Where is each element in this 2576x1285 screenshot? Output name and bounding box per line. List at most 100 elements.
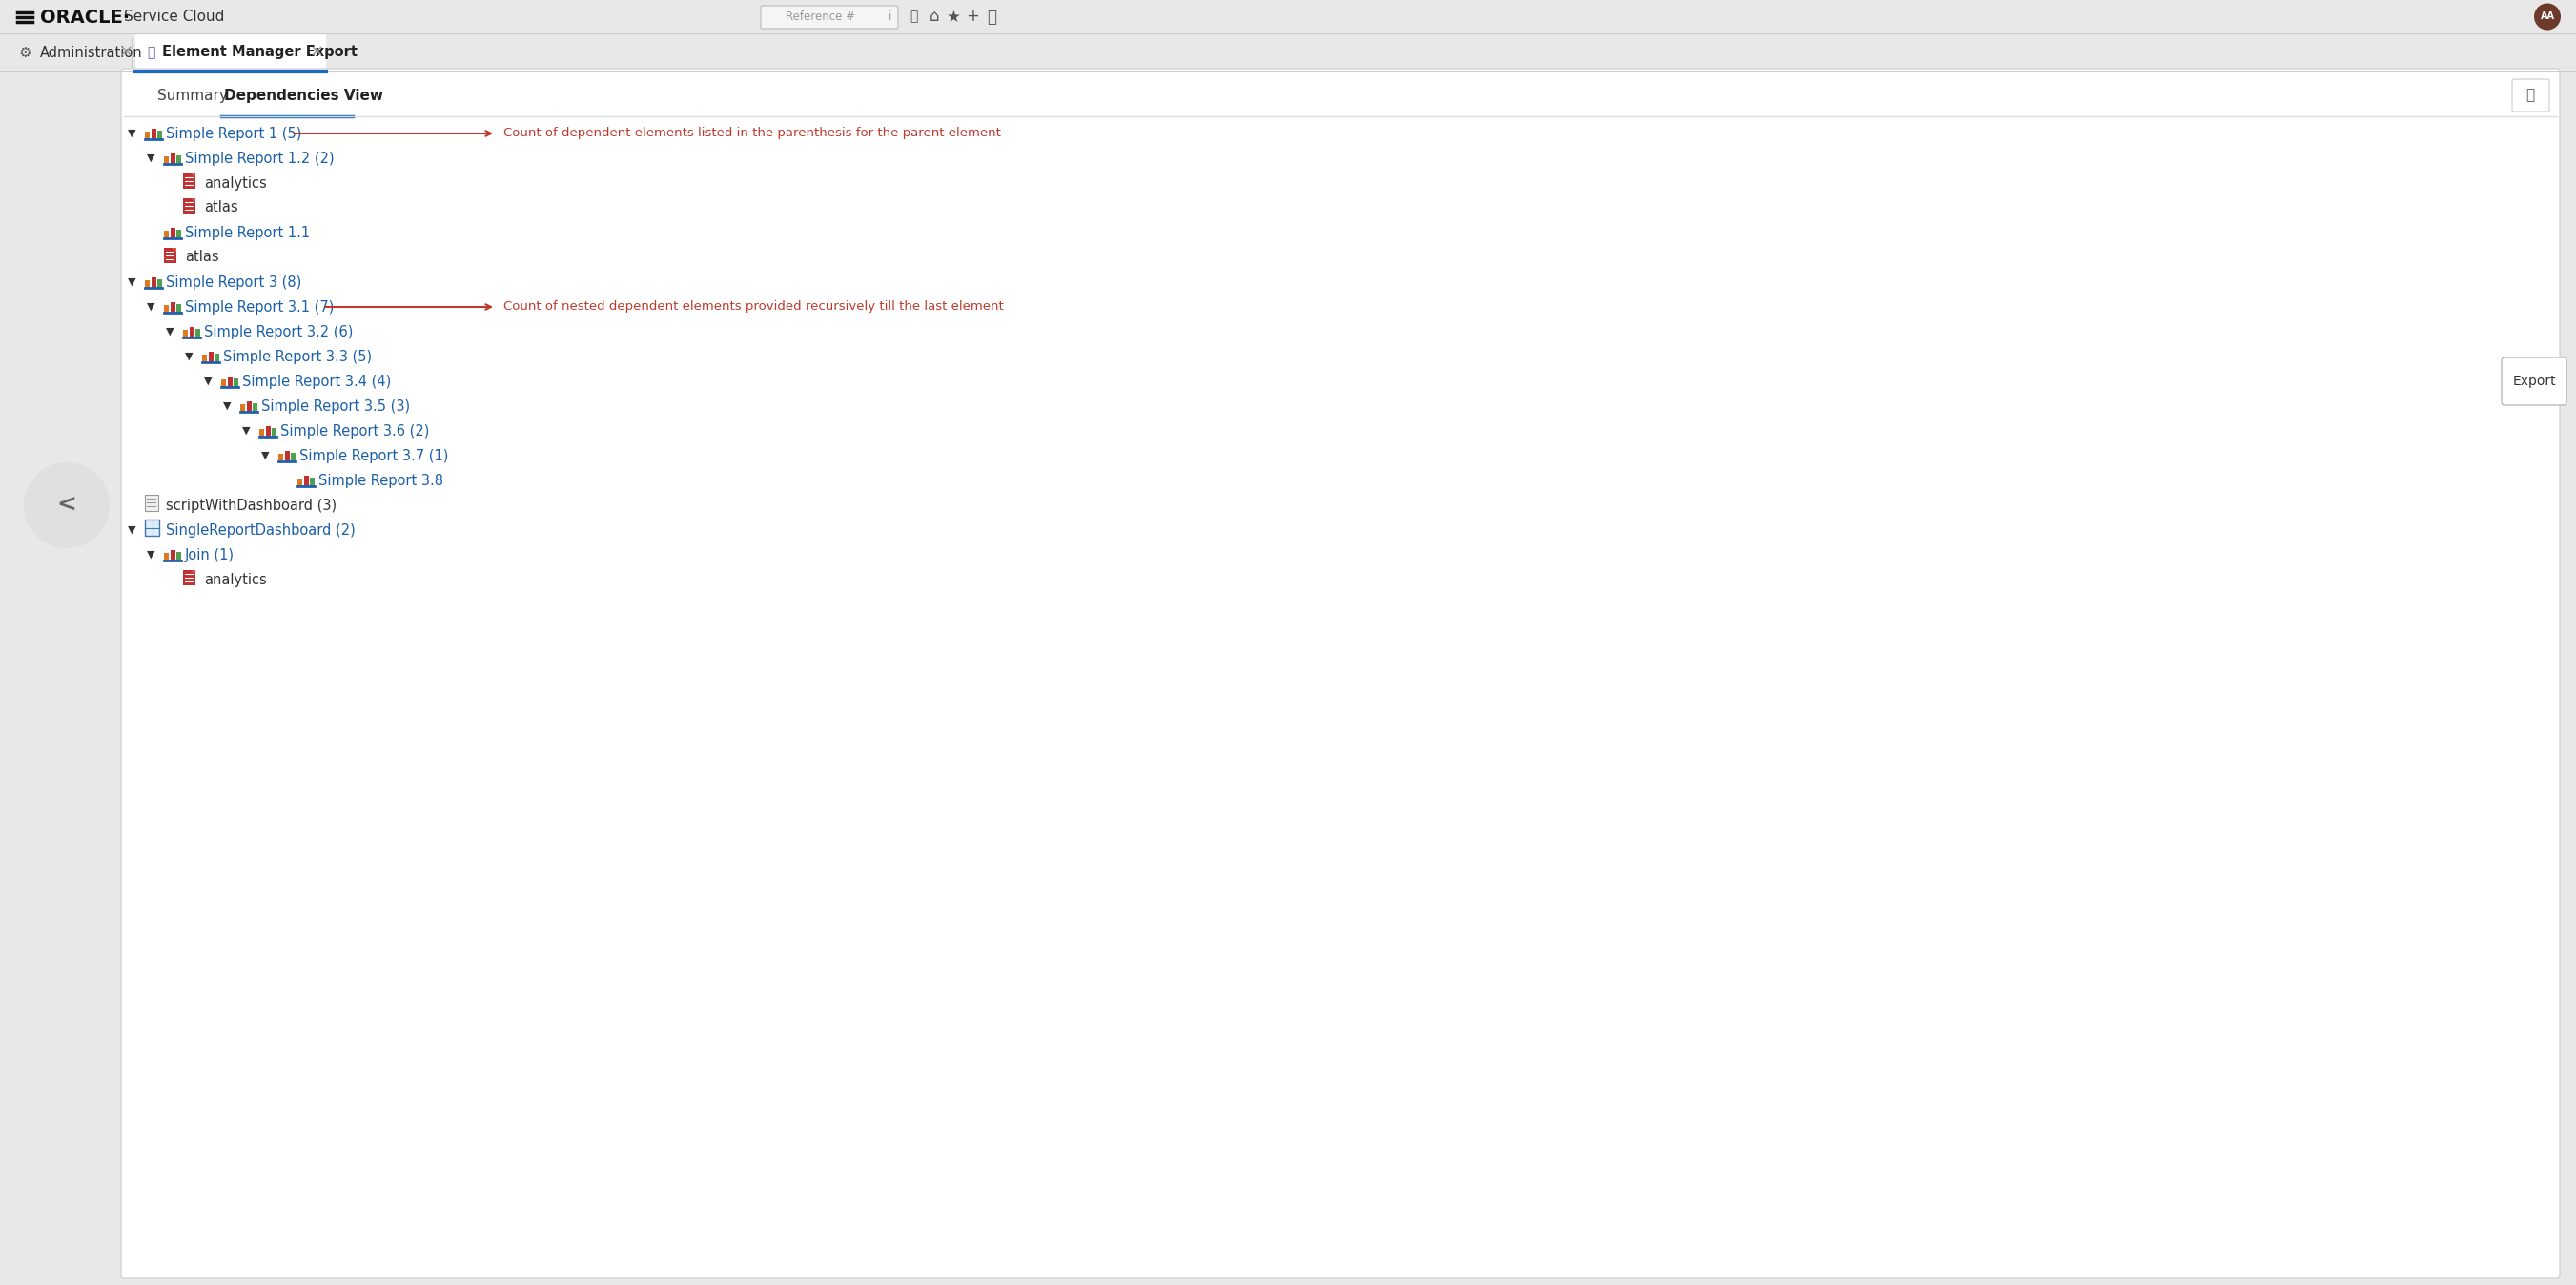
Bar <box>227 377 232 387</box>
Bar <box>165 553 170 560</box>
Text: scriptWithDashboard (3): scriptWithDashboard (3) <box>165 499 337 513</box>
Text: ▼: ▼ <box>242 427 250 436</box>
Text: Simple Report 1 (5): Simple Report 1 (5) <box>165 126 301 140</box>
Text: Simple Report 3.2 (6): Simple Report 3.2 (6) <box>204 325 353 339</box>
Text: ▼: ▼ <box>185 352 193 361</box>
Text: Simple Report 3.8: Simple Report 3.8 <box>319 473 443 487</box>
Bar <box>175 230 180 238</box>
Bar <box>196 329 201 338</box>
Text: ⌂: ⌂ <box>930 8 940 26</box>
FancyBboxPatch shape <box>2501 357 2566 405</box>
Text: ▼: ▼ <box>204 377 211 386</box>
Text: ▼: ▼ <box>129 128 137 139</box>
Bar <box>175 305 180 312</box>
Bar <box>304 475 309 486</box>
Text: atlas: atlas <box>185 251 219 265</box>
Text: analytics: analytics <box>204 572 268 587</box>
Bar <box>183 173 196 189</box>
Bar <box>144 280 149 288</box>
Text: Simple Report 3.1 (7): Simple Report 3.1 (7) <box>185 299 335 314</box>
Text: 🔍: 🔍 <box>909 10 917 23</box>
Bar <box>144 131 149 139</box>
Text: Export: Export <box>2512 375 2555 388</box>
Bar <box>0 33 2576 72</box>
Text: ▼: ▼ <box>147 153 155 163</box>
Bar <box>137 33 327 72</box>
Text: Count of dependent elements listed in the parenthesis for the parent element: Count of dependent elements listed in th… <box>502 127 1002 140</box>
Bar <box>201 355 206 362</box>
Text: Simple Report 3.4 (4): Simple Report 3.4 (4) <box>242 374 392 388</box>
Bar <box>170 302 175 312</box>
Bar <box>183 198 196 213</box>
Bar <box>170 153 175 164</box>
Text: Simple Report 3 (8): Simple Report 3 (8) <box>165 275 301 289</box>
Bar <box>240 405 245 411</box>
Bar <box>157 131 162 139</box>
Text: ★: ★ <box>945 8 961 26</box>
Text: Simple Report 3.7 (1): Simple Report 3.7 (1) <box>299 448 448 463</box>
Bar <box>183 571 196 585</box>
Bar <box>283 451 289 461</box>
Text: ▼: ▼ <box>147 302 155 312</box>
FancyBboxPatch shape <box>144 519 160 536</box>
Text: +: + <box>966 8 979 26</box>
Text: ▼: ▼ <box>129 278 137 287</box>
Text: Administration: Administration <box>41 45 142 59</box>
Bar <box>260 429 265 437</box>
Text: Simple Report 1.1: Simple Report 1.1 <box>185 225 309 240</box>
Bar <box>291 452 296 461</box>
Bar <box>152 278 157 288</box>
Bar <box>188 326 193 338</box>
Text: Simple Report 3.6 (2): Simple Report 3.6 (2) <box>281 424 430 438</box>
Text: 🔔: 🔔 <box>987 8 997 26</box>
Text: Reference #: Reference # <box>786 10 855 23</box>
Bar <box>309 478 314 486</box>
Bar <box>214 353 219 362</box>
Bar <box>222 379 227 387</box>
Bar <box>175 553 180 560</box>
Text: 📋: 📋 <box>147 46 155 59</box>
Text: ⚙: ⚙ <box>18 45 31 59</box>
Text: analytics: analytics <box>204 176 268 190</box>
Bar <box>157 279 162 288</box>
FancyBboxPatch shape <box>760 5 899 28</box>
Polygon shape <box>191 571 196 574</box>
Bar <box>252 403 258 411</box>
Bar <box>247 401 252 411</box>
Text: Summary: Summary <box>157 89 227 103</box>
Text: Simple Report 3.5 (3): Simple Report 3.5 (3) <box>260 398 410 414</box>
Text: ×: × <box>118 44 134 60</box>
Text: atlas: atlas <box>204 200 237 215</box>
FancyBboxPatch shape <box>2512 80 2550 112</box>
Text: ▼: ▼ <box>224 401 232 411</box>
Polygon shape <box>173 248 175 253</box>
Text: AA: AA <box>2540 12 2555 22</box>
Polygon shape <box>191 198 196 203</box>
Text: i: i <box>889 10 891 23</box>
Bar <box>234 379 240 387</box>
Bar <box>165 248 175 263</box>
Text: Simple Report 3.3 (5): Simple Report 3.3 (5) <box>224 350 371 364</box>
Text: ▼: ▼ <box>147 550 155 559</box>
Bar <box>175 155 180 164</box>
Text: Element Manager Export: Element Manager Export <box>162 45 358 59</box>
FancyBboxPatch shape <box>144 495 157 511</box>
Bar <box>165 305 170 312</box>
Bar <box>165 231 170 238</box>
Text: ▼: ▼ <box>260 451 268 460</box>
Circle shape <box>2535 4 2561 30</box>
Polygon shape <box>191 173 196 179</box>
Circle shape <box>23 463 111 549</box>
Bar <box>183 330 188 338</box>
Bar <box>296 478 301 486</box>
Text: ORACLE·: ORACLE· <box>41 8 129 26</box>
Bar <box>265 427 270 437</box>
Text: SingleReportDashboard (2): SingleReportDashboard (2) <box>165 523 355 537</box>
Text: Join (1): Join (1) <box>185 547 234 562</box>
Bar <box>270 428 276 437</box>
Text: ×: × <box>309 44 325 60</box>
Text: ▼: ▼ <box>165 326 173 337</box>
Text: ⤢: ⤢ <box>2527 89 2535 103</box>
Text: ▼: ▼ <box>129 526 137 535</box>
Text: Count of nested dependent elements provided recursively till the last element: Count of nested dependent elements provi… <box>502 301 1005 314</box>
